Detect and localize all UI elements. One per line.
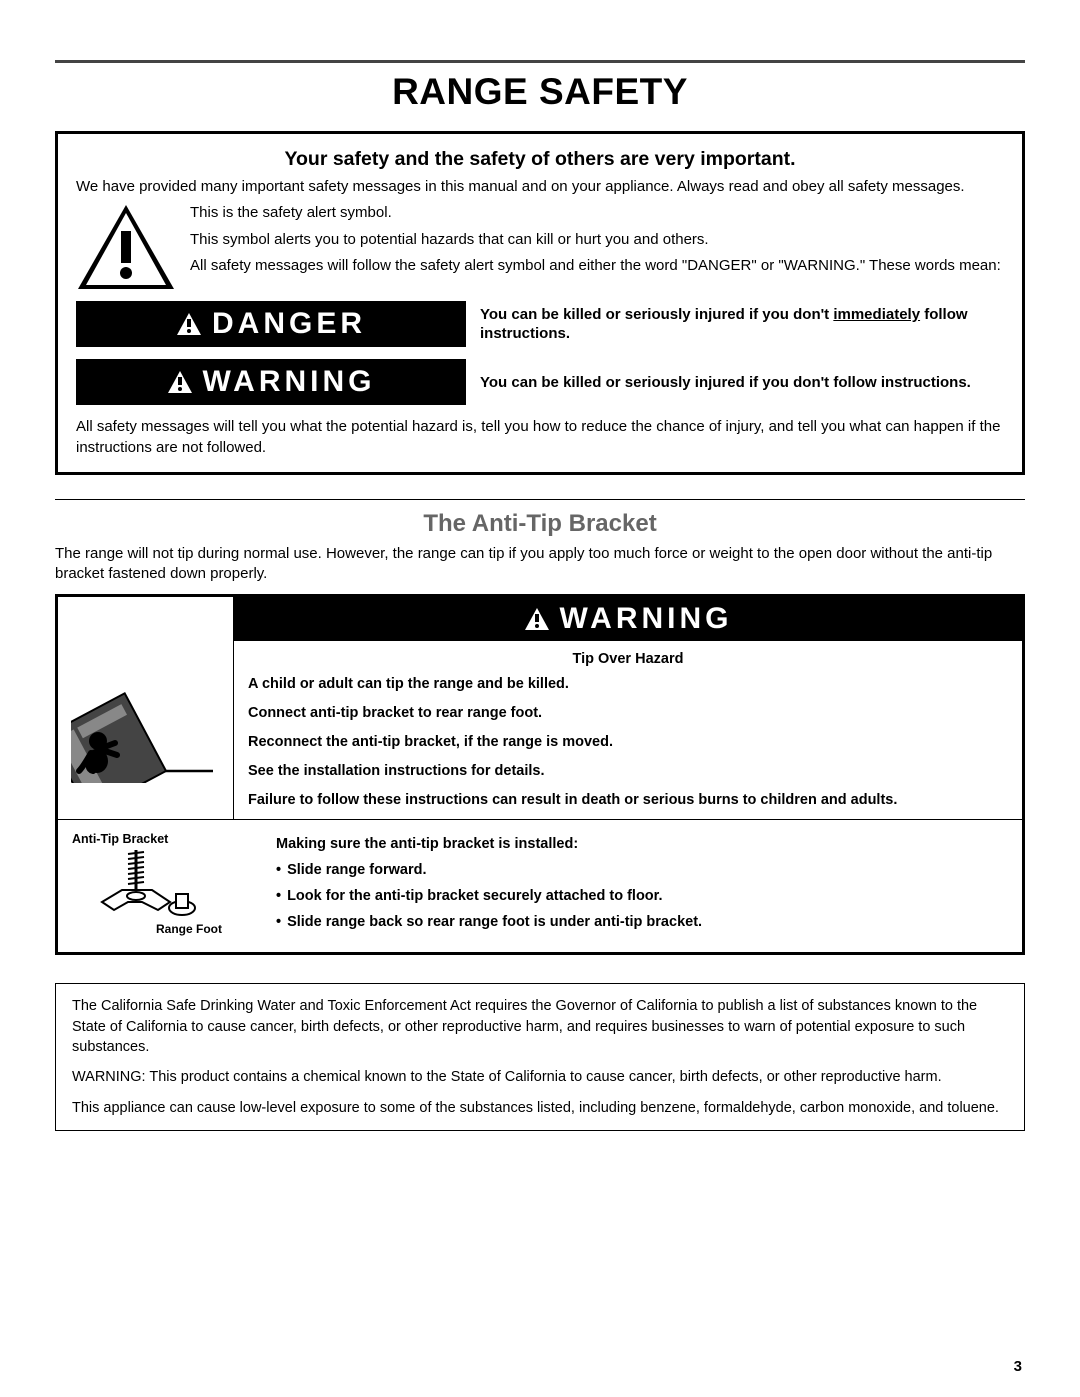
warning-triangle-icon (524, 607, 550, 631)
warning-label-text: WARNING (203, 365, 376, 399)
california-p3: This appliance can cause low-level expos… (72, 1098, 1008, 1118)
range-foot-label: Range Foot (156, 922, 262, 936)
danger-desc-underlined: immediately (833, 306, 920, 323)
hazard-line-5: Failure to follow these instructions can… (248, 791, 1008, 810)
safety-intro-text: We have provided many important safety m… (76, 177, 1004, 197)
california-p1: The California Safe Drinking Water and T… (72, 996, 1008, 1057)
danger-row: DANGER You can be killed or seriously in… (76, 301, 1004, 347)
anti-tip-warning-label: WARNING (234, 597, 1022, 641)
install-item-2: Look for the anti-tip bracket securely a… (276, 888, 1008, 904)
anti-tip-warning-text: WARNING (560, 602, 733, 636)
alert-line-3: All safety messages will follow the safe… (190, 256, 1001, 276)
warning-description: You can be killed or seriously injured i… (480, 373, 971, 393)
alert-symbol-row: This is the safety alert symbol. This sy… (76, 203, 1004, 291)
warning-label: WARNING (76, 359, 466, 405)
danger-label-text: DANGER (212, 307, 366, 341)
page-title: RANGE SAFETY (55, 71, 1025, 113)
hazard-line-3: Reconnect the anti-tip bracket, if the r… (248, 733, 1008, 752)
alert-text-block: This is the safety alert symbol. This sy… (190, 203, 1001, 282)
danger-description: You can be killed or seriously injured i… (480, 305, 1004, 344)
install-item-1-text: Slide range forward. (287, 862, 426, 878)
warning-triangle-icon (176, 312, 202, 336)
install-check-column: Making sure the anti-tip bracket is inst… (268, 826, 1022, 940)
top-rule (55, 60, 1025, 63)
install-item-1: Slide range forward. (276, 862, 1008, 878)
hazard-title: Tip Over Hazard (234, 651, 1022, 667)
alert-line-1: This is the safety alert symbol. (190, 203, 1001, 223)
danger-label: DANGER (76, 301, 466, 347)
anti-tip-box: WARNING Tip Over Hazard A child or adult… (55, 594, 1025, 955)
anti-tip-bracket-diagram-cell: Anti-Tip Bracket (58, 826, 268, 940)
safety-closing-text: All safety messages will tell you what t… (76, 417, 1004, 458)
anti-tip-bracket-label: Anti-Tip Bracket (72, 832, 262, 846)
install-item-2-text: Look for the anti-tip bracket securely a… (287, 888, 662, 904)
alert-line-2: This symbol alerts you to potential haza… (190, 230, 1001, 250)
install-title: Making sure the anti-tip bracket is inst… (276, 836, 1008, 852)
manual-page: RANGE SAFETY Your safety and the safety … (0, 0, 1080, 1397)
hazard-line-4: See the installation instructions for de… (248, 762, 1008, 781)
anti-tip-text-column: WARNING Tip Over Hazard A child or adult… (234, 597, 1022, 819)
tip-over-illustration (58, 597, 234, 819)
anti-tip-top-row: WARNING Tip Over Hazard A child or adult… (58, 597, 1022, 819)
anti-tip-heading: The Anti-Tip Bracket (55, 510, 1025, 538)
danger-desc-pre: You can be killed or seriously injured i… (480, 306, 833, 323)
warning-triangle-icon (167, 370, 193, 394)
install-item-3-text: Slide range back so rear range foot is u… (287, 914, 702, 930)
safety-box-heading: Your safety and the safety of others are… (76, 148, 1004, 171)
hazard-line-1: A child or adult can tip the range and b… (248, 675, 1008, 694)
alert-triangle-icon (76, 203, 176, 291)
safety-importance-box: Your safety and the safety of others are… (55, 131, 1025, 475)
hazard-line-2: Connect anti-tip bracket to rear range f… (248, 704, 1008, 723)
california-notice-box: The California Safe Drinking Water and T… (55, 983, 1025, 1130)
page-number: 3 (1014, 1358, 1022, 1375)
california-p2: WARNING: This product contains a chemica… (72, 1067, 1008, 1087)
warning-row: WARNING You can be killed or seriously i… (76, 359, 1004, 405)
anti-tip-bracket-icon (72, 846, 202, 926)
anti-tip-bottom-row: Anti-Tip Bracket (58, 819, 1022, 952)
divider-line (55, 499, 1025, 500)
install-item-3: Slide range back so rear range foot is u… (276, 914, 1008, 930)
anti-tip-intro: The range will not tip during normal use… (55, 544, 1025, 585)
